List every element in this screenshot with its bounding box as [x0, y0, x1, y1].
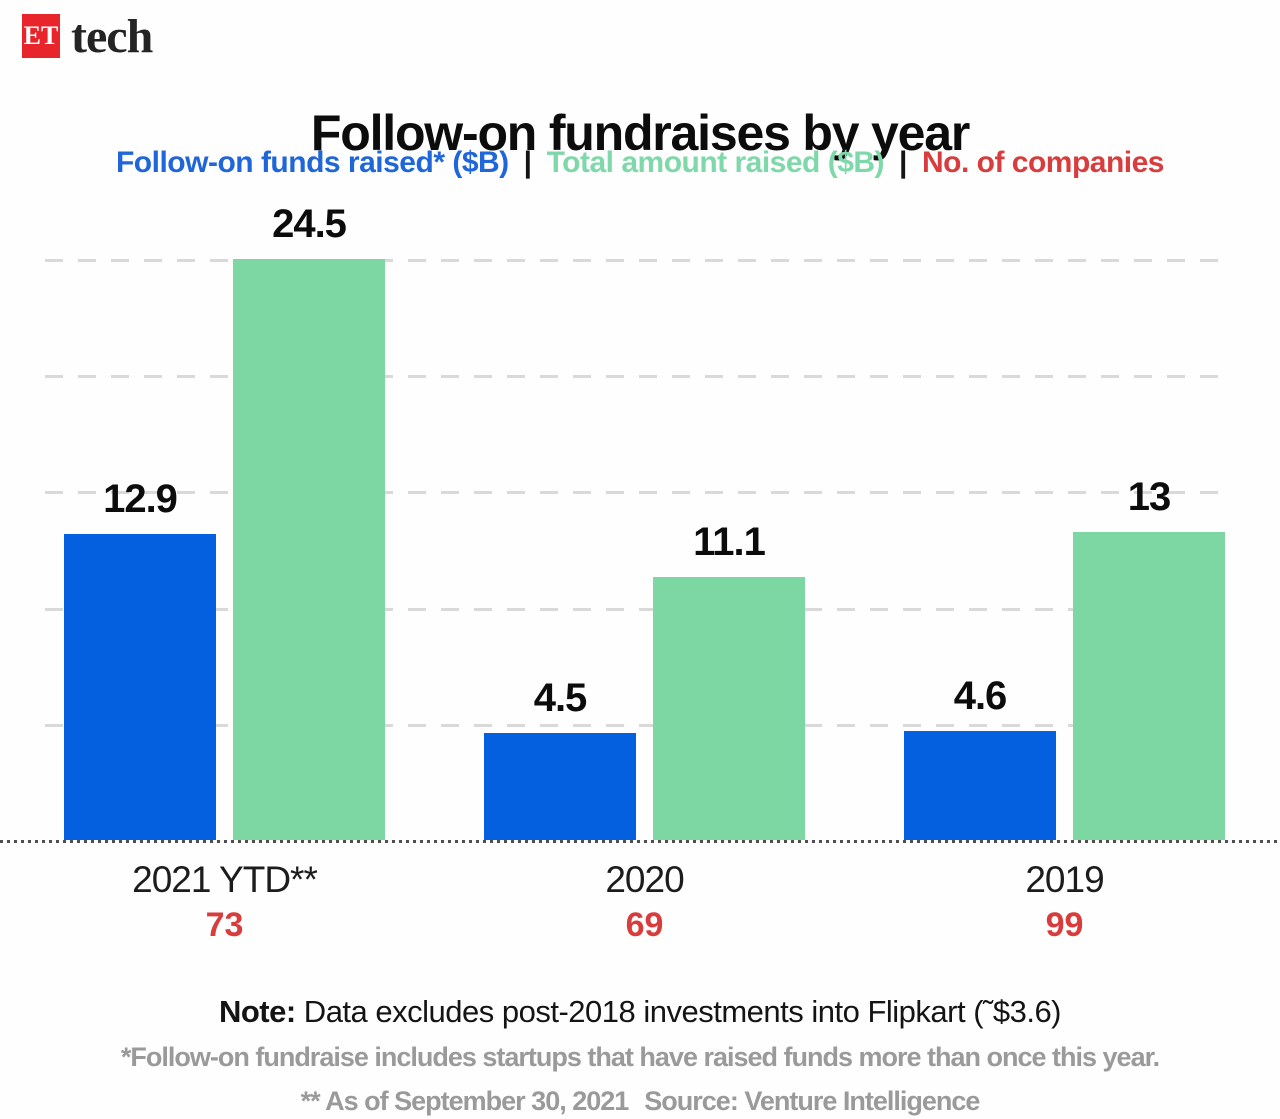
legend-total-amount: Total amount raised ($B) — [546, 146, 885, 179]
bar-value-label: 4.5 — [533, 676, 588, 721]
bar-follow-on-funds — [64, 534, 216, 840]
legend-separator: | — [523, 146, 532, 179]
companies-count: 69 — [625, 906, 664, 944]
source-label: Source: — [644, 1086, 739, 1116]
chart-legend: Follow-on funds raised* ($B) | Total amo… — [0, 146, 1280, 180]
bar-value-label: 4.6 — [953, 673, 1008, 718]
legend-follow-on-funds: Follow-on funds raised* ($B) — [115, 146, 509, 179]
legend-no-of-companies: No. of companies — [921, 146, 1165, 179]
bar-value-label: 11.1 — [693, 519, 766, 564]
x-axis-label: 2021 YTD** — [132, 859, 318, 900]
x-axis-labels: 2021 YTD** 73 2020 69 2019 99 — [45, 843, 1230, 963]
brand-logo: ET tech — [22, 9, 153, 63]
chart-title: Follow-on fundraises by year — [310, 104, 970, 161]
note-line: Note: Data excludes post-2018 investment… — [0, 994, 1280, 1030]
x-axis-label: 2019 — [1025, 859, 1104, 900]
legend-separator: | — [899, 146, 907, 179]
bar-follow-on-funds — [484, 733, 636, 840]
companies-count: 73 — [205, 906, 244, 944]
bar-total-amount — [233, 259, 385, 840]
bar-total-amount — [1073, 531, 1225, 840]
footnote-as-of: ** As of September 30, 2021 Source: Ventu… — [0, 1086, 1280, 1117]
gridline — [45, 723, 1230, 727]
source-text: Venture Intelligence — [737, 1086, 980, 1116]
gridline — [45, 491, 1230, 495]
bar-value-label: 13 — [1127, 474, 1171, 519]
x-axis-label: 2020 — [605, 859, 684, 900]
note-label: Note: — [218, 994, 296, 1029]
et-logo-badge: ET — [22, 14, 60, 58]
gridline — [45, 607, 1230, 611]
note-text: Data excludes post-2018 investments into… — [295, 994, 1062, 1029]
bar-total-amount — [653, 576, 805, 840]
bar-value-label: 12.9 — [103, 477, 178, 522]
footnote-follow-on: *Follow-on fundraise includes startups t… — [120, 1042, 1160, 1072]
companies-count: 99 — [1045, 906, 1084, 944]
bar-value-label: 24.5 — [272, 202, 347, 246]
bar-chart-plot-area: 12.9 4.5 4.6 24.5 11.1 13 — [45, 202, 1230, 840]
x-axis-line — [0, 840, 1280, 843]
gridline — [45, 375, 1230, 379]
as-of-text: ** As of September 30, 2021 — [300, 1086, 630, 1116]
brand-tech-label: tech — [71, 9, 153, 63]
gridline — [45, 259, 1230, 262]
bar-follow-on-funds — [904, 730, 1056, 840]
